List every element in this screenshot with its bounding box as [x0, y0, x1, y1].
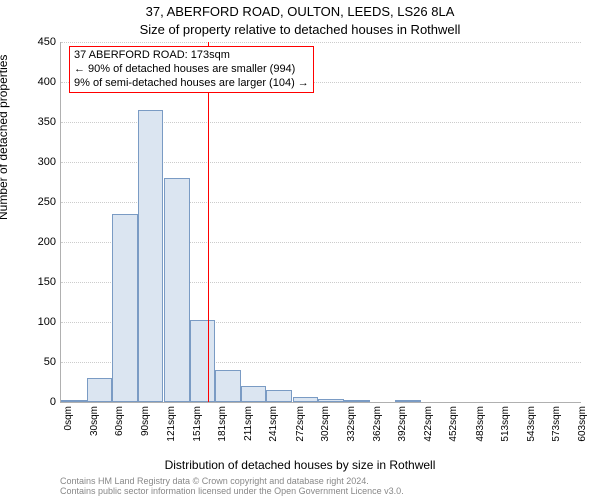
title-line2: Size of property relative to detached ho…	[0, 22, 600, 37]
annotation-line: 9% of semi-detached houses are larger (1…	[74, 77, 309, 91]
y-tick-label: 200	[38, 236, 56, 248]
y-tick-label: 0	[50, 396, 56, 408]
x-tick-label: 30sqm	[89, 406, 100, 436]
histogram-bar	[293, 397, 319, 402]
y-tick-label: 350	[38, 116, 56, 128]
x-tick-label: 392sqm	[397, 406, 408, 442]
annotation-box: 37 ABERFORD ROAD: 173sqm← 90% of detache…	[69, 46, 314, 93]
y-tick-label: 450	[38, 36, 56, 48]
histogram-bar	[112, 214, 138, 402]
x-tick-label: 573sqm	[551, 406, 562, 442]
x-tick-label: 362sqm	[372, 406, 383, 442]
x-tick-label: 272sqm	[295, 406, 306, 442]
y-tick-label: 300	[38, 156, 56, 168]
x-tick-label: 181sqm	[217, 406, 228, 442]
x-tick-label: 332sqm	[346, 406, 357, 442]
x-tick-label: 483sqm	[475, 406, 486, 442]
x-tick-label: 603sqm	[577, 406, 588, 442]
x-tick-label: 60sqm	[114, 406, 125, 436]
histogram-bar	[266, 390, 292, 402]
histogram-bar	[395, 400, 421, 402]
histogram-bar	[215, 370, 241, 402]
annotation-line: ← 90% of detached houses are smaller (99…	[74, 63, 309, 77]
marker-line	[208, 42, 209, 402]
footer-line1: Contains HM Land Registry data © Crown c…	[60, 476, 404, 486]
x-tick-label: 302sqm	[320, 406, 331, 442]
plot-area: 37 ABERFORD ROAD: 173sqm← 90% of detache…	[60, 42, 581, 403]
y-tick-label: 400	[38, 76, 56, 88]
histogram-bar	[241, 386, 267, 402]
x-tick-label: 90sqm	[140, 406, 151, 436]
x-tick-label: 513sqm	[500, 406, 511, 442]
chart-container: 37, ABERFORD ROAD, OULTON, LEEDS, LS26 8…	[0, 0, 600, 500]
gridline	[61, 42, 581, 43]
histogram-bar	[190, 320, 216, 402]
histogram-bar	[138, 110, 164, 402]
y-tick-label: 150	[38, 276, 56, 288]
title-line1: 37, ABERFORD ROAD, OULTON, LEEDS, LS26 8…	[0, 4, 600, 19]
annotation-line: 37 ABERFORD ROAD: 173sqm	[74, 49, 309, 63]
x-tick-label: 121sqm	[166, 406, 177, 442]
x-tick-label: 422sqm	[423, 406, 434, 442]
x-tick-label: 151sqm	[192, 406, 203, 442]
histogram-bar	[61, 400, 87, 402]
x-tick-label: 241sqm	[268, 406, 279, 442]
histogram-bar	[318, 399, 344, 402]
y-tick-label: 250	[38, 196, 56, 208]
x-tick-label: 452sqm	[448, 406, 459, 442]
footer-attribution: Contains HM Land Registry data © Crown c…	[60, 476, 404, 497]
y-axis-label: Number of detached properties	[0, 55, 10, 220]
x-tick-label: 0sqm	[63, 406, 74, 430]
x-tick-label: 211sqm	[243, 406, 254, 441]
histogram-bar	[164, 178, 190, 402]
histogram-bar	[344, 400, 370, 402]
y-tick-label: 50	[44, 356, 56, 368]
histogram-bar	[87, 378, 113, 402]
footer-line2: Contains public sector information licen…	[60, 486, 404, 496]
x-tick-label: 543sqm	[526, 406, 537, 442]
x-axis-label: Distribution of detached houses by size …	[0, 458, 600, 472]
y-tick-label: 100	[38, 316, 56, 328]
